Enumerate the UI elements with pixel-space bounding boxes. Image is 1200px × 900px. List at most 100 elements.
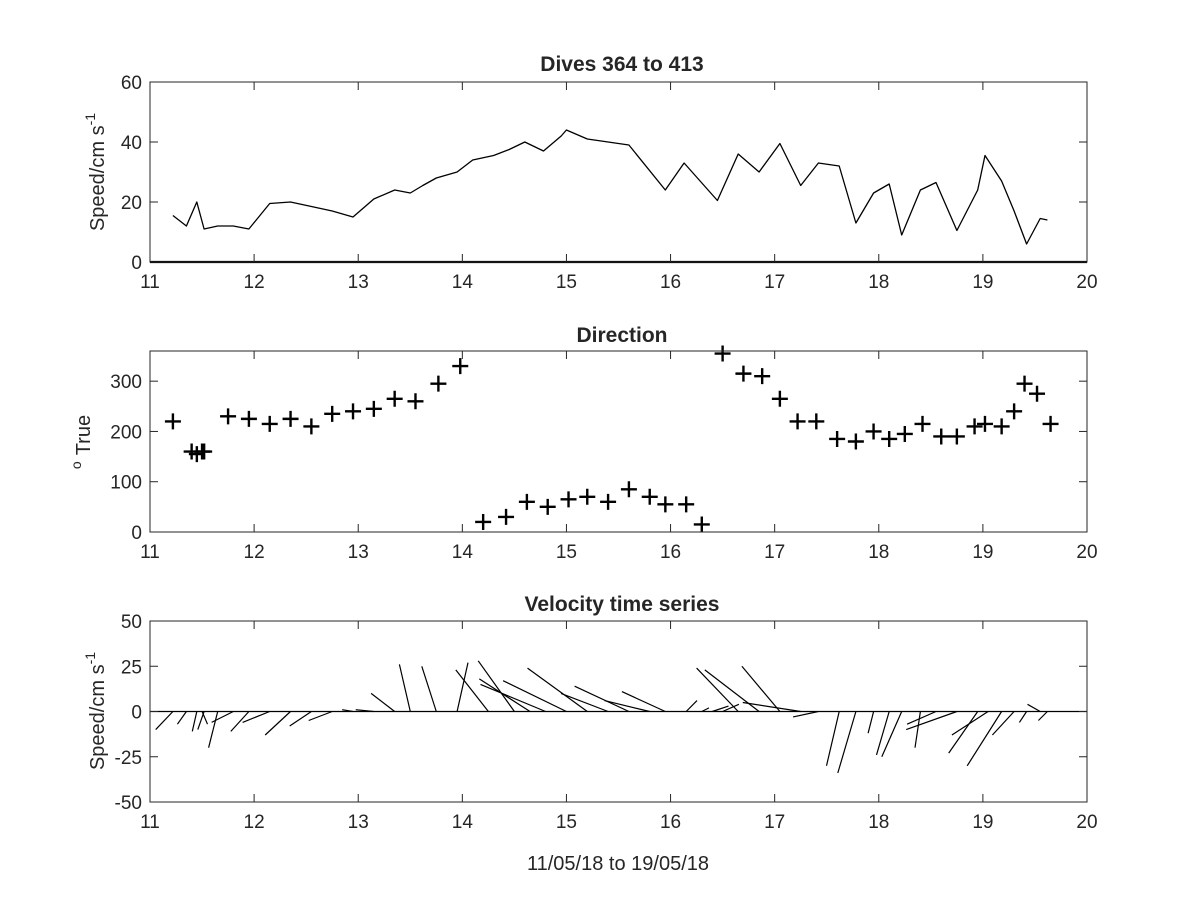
direction-panel-y-axis-label-superscript: o — [68, 461, 84, 469]
direction-panel-direction-point — [881, 430, 898, 447]
direction-panel-direction-point — [789, 413, 806, 430]
speed-panel-y-tick-label: 20 — [121, 193, 142, 214]
velocity-panel-velocity-stick — [696, 667, 739, 712]
velocity-panel-velocity-stick — [966, 711, 1003, 767]
velocity-panel-velocity-stick — [741, 665, 781, 712]
velocity-panel-velocity-stick — [242, 710, 270, 723]
velocity-panel-y-tick-label: -50 — [115, 793, 142, 814]
direction-panel-direction-point — [865, 423, 882, 440]
velocity-panel-y-axis-label-text: Speed/cm s — [87, 664, 109, 770]
direction-panel-direction-point — [407, 393, 424, 410]
direction-panel-direction-point — [1016, 375, 1033, 392]
speed-panel-y-axis-label-superscript: -1 — [82, 113, 98, 126]
direction-panel-direction-point — [345, 403, 362, 420]
velocity-panel-velocity-stick — [456, 662, 469, 712]
velocity-panel-title: Velocity time series — [525, 593, 720, 616]
direction-panel-direction-point — [933, 428, 950, 445]
direction-panel-x-tick-label: 19 — [972, 542, 993, 563]
velocity-panel-velocity-stick — [176, 711, 187, 725]
velocity-panel-x-tick-label: 15 — [556, 812, 577, 833]
direction-panel-direction-point — [220, 408, 237, 425]
velocity-panel-velocity-stick — [155, 711, 174, 731]
velocity-panel-velocity-stick — [881, 711, 903, 758]
velocity-panel-velocity-stick — [455, 669, 489, 712]
velocity-panel-velocity-stick — [478, 678, 531, 713]
velocity-panel-velocity-stick — [712, 705, 729, 713]
speed-panel-speed-series-line — [172, 129, 1048, 245]
direction-panel-direction-point — [1006, 403, 1023, 420]
velocity-panel-velocity-stick — [906, 710, 937, 725]
velocity-panel-x-tick-label: 13 — [348, 812, 369, 833]
speed-panel-x-tick-label: 16 — [660, 272, 681, 293]
velocity-panel-x-tick-label: 19 — [972, 812, 993, 833]
velocity-panel-velocity-stick — [197, 711, 205, 730]
direction-panel-y-axis-label: o True — [68, 415, 95, 469]
velocity-panel-x-axis-label: 11/05/18 to 19/05/18 — [527, 853, 709, 875]
direction-panel-direction-point — [829, 430, 846, 447]
velocity-panel-velocity-stick — [211, 710, 234, 723]
direction-panel-direction-point — [1042, 415, 1059, 432]
velocity-panel-velocity-stick — [230, 711, 250, 732]
speed-panel-x-axis: 11 12 13 14 15 16 17 18 19 20 — [140, 82, 1098, 293]
direction-panel-y-tick-label: 0 — [131, 523, 142, 544]
direction-panel-direction-point — [771, 390, 788, 407]
direction-panel-direction-point — [754, 368, 771, 385]
velocity-panel-x-tick-label: 18 — [868, 812, 889, 833]
speed-panel-x-tick-label: 15 — [556, 272, 577, 293]
direction-panel-title: Direction — [576, 324, 667, 347]
velocity-panel-velocity-stick — [398, 664, 411, 712]
direction-panel-direction-point — [976, 415, 993, 432]
velocity-panel-velocity-stick — [701, 707, 710, 713]
direction-panel-x-tick-label: 14 — [452, 542, 474, 563]
direction-panel-x-axis: 11 12 13 14 15 16 17 18 19 20 — [140, 351, 1098, 563]
direction-panel-x-tick-label: 11 — [140, 542, 160, 563]
velocity-panel-x-tick-label: 12 — [244, 812, 265, 833]
velocity-panel-x-tick-label: 11 — [140, 812, 160, 833]
direction-panel-direction-point — [678, 496, 695, 513]
velocity-panel-velocity-stick — [867, 711, 875, 734]
velocity-panel-y-axis-label: Speed/cm s-1 — [82, 652, 109, 770]
speed-panel-y-tick-label: 0 — [131, 253, 142, 274]
velocity-panel-velocity-stick — [604, 700, 650, 713]
speed-panel-x-tick-label: 12 — [244, 272, 265, 293]
direction-panel-direction-point — [966, 418, 983, 435]
velocity-panel-velocity-stick — [951, 710, 989, 736]
velocity-panel-velocity-stick — [308, 710, 333, 722]
velocity-panel-y-axis: -50 -25 0 25 50 — [115, 612, 1087, 814]
velocity-panel-x-tick-label: 20 — [1076, 812, 1097, 833]
velocity-panel-y-axis-label-superscript: -1 — [82, 652, 98, 665]
velocity-panel-velocity-stick — [421, 666, 437, 712]
velocity-panel-velocity-stick — [1037, 711, 1048, 721]
velocity-panel-velocity-stick — [502, 680, 567, 713]
velocity-panel-velocity-stick — [1018, 711, 1028, 723]
direction-panel-y-axis: 0 100 200 300 — [110, 372, 1087, 544]
velocity-panel-velocity-stick — [704, 669, 760, 712]
velocity-panel-velocity-stick — [527, 667, 588, 712]
direction-panel-direction-point — [993, 418, 1010, 435]
direction-panel-direction-point — [303, 418, 320, 435]
direction-panel-axes-frame — [149, 350, 1088, 533]
direction-panel-x-tick-label: 15 — [556, 542, 577, 563]
velocity-panel-velocity-stick — [355, 709, 374, 713]
velocity-panel-velocity-stick — [477, 660, 515, 712]
speed-panel-y-axis-label-text: Speed/cm s — [87, 125, 109, 231]
velocity-panel-velocity-stick — [370, 692, 396, 712]
velocity-panel-velocity-stick — [875, 711, 890, 756]
velocity-panel-velocity-stick — [825, 711, 840, 766]
direction-panel-x-tick-label: 18 — [868, 542, 889, 563]
speed-panel-x-tick-label: 20 — [1076, 272, 1097, 293]
direction-panel-direction-point — [196, 443, 213, 460]
direction-panel-direction-point — [1029, 385, 1046, 402]
speed-panel-y-axis-label: Speed/cm s-1 — [82, 113, 109, 231]
direction-panel-direction-point — [452, 358, 469, 375]
velocity-panel-velocity-stick — [948, 711, 979, 754]
velocity-panel-velocity-stick — [342, 709, 354, 713]
speed-panel-axes-frame — [149, 81, 1088, 263]
speed-panel-title: Dives 364 to 413 — [540, 53, 703, 76]
direction-panel-direction-point — [579, 488, 596, 505]
velocity-panel-velocity-stick — [722, 703, 740, 713]
direction-panel-direction-point — [560, 491, 577, 508]
speed-panel: Dives 364 to 413 Speed/cm s-1 11 12 13 14 15… — [82, 53, 1098, 293]
